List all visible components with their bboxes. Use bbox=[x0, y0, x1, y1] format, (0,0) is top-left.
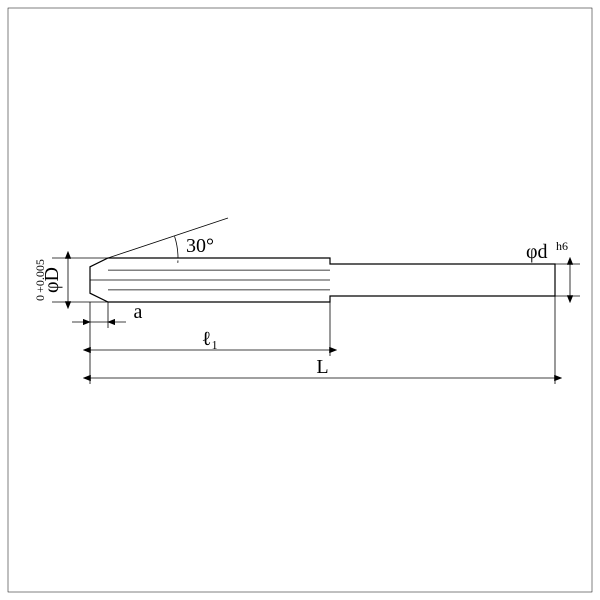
dim-d-label: φd bbox=[526, 241, 548, 263]
frame bbox=[8, 8, 592, 592]
dim-a-label: a bbox=[134, 301, 143, 323]
angle-arc bbox=[175, 236, 178, 258]
dim-L-label: L bbox=[316, 356, 328, 378]
angle-label: 30° bbox=[186, 235, 214, 257]
dim-D-tol-lower: 0 bbox=[33, 295, 47, 301]
dim-l1-label: ℓ₁ bbox=[202, 328, 219, 350]
dim-D-tol-upper: +0.005 bbox=[33, 259, 47, 293]
dim-d-tol: h6 bbox=[556, 239, 568, 253]
technical-drawing: 30° φD +0.005 0 φd h6 a ℓ₁ L bbox=[0, 0, 600, 600]
